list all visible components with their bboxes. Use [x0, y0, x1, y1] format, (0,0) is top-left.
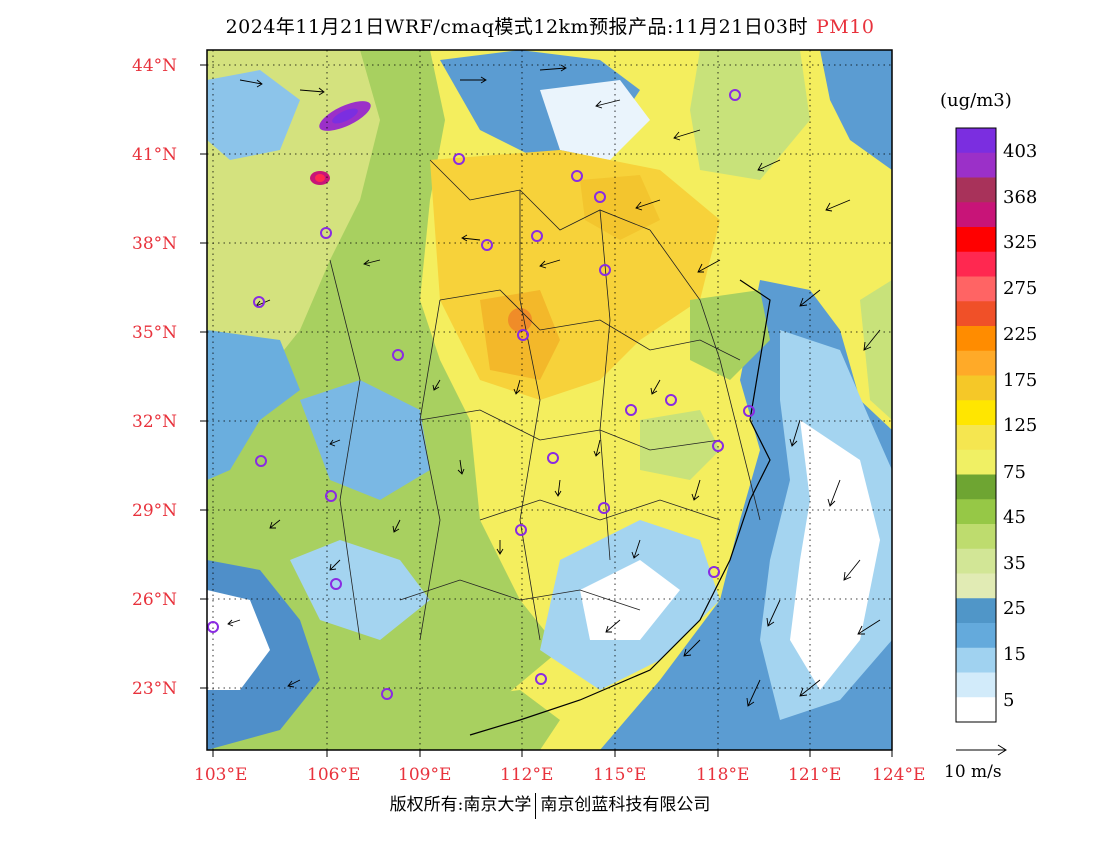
lon-label-112: 112°E	[500, 765, 554, 785]
wind-vectors	[227, 64, 881, 707]
colorbar-label: 125	[1003, 415, 1038, 436]
wind-legend-arrow	[956, 744, 1007, 756]
lat-label-29: 29°N	[132, 501, 178, 521]
colorbar	[956, 128, 996, 723]
colorbar-swatch	[956, 647, 996, 673]
colorbar-swatch	[956, 301, 996, 327]
colorbar-swatch	[956, 326, 996, 352]
axis-ticks	[200, 64, 893, 757]
copyright: 版权所有:南京大学 南京创蓝科技有限公司	[0, 790, 1100, 819]
colorbar-label: 25	[1003, 598, 1026, 619]
lat-label-23: 23°N	[132, 679, 178, 699]
colorbar-label: 175	[1003, 370, 1038, 391]
colorbar-swatch	[956, 548, 996, 574]
lon-label-115: 115°E	[593, 765, 647, 785]
lat-label-44: 44°N	[132, 56, 178, 76]
title-main: 2024年11月21日WRF/cmaq模式12km预报产品:11月21日03时	[225, 16, 808, 38]
colorbar-swatch	[956, 128, 996, 154]
lon-label-103: 103°E	[194, 765, 248, 785]
colorbar-swatch	[956, 152, 996, 178]
colorbar-label: 15	[1003, 644, 1026, 665]
lat-label-38: 38°N	[132, 234, 178, 254]
colorbar-swatch	[956, 177, 996, 203]
pollutant-label: PM10	[816, 16, 875, 38]
lat-label-41: 41°N	[132, 145, 178, 165]
colorbar-unit: (ug/m3)	[940, 90, 1012, 111]
colorbar-swatch	[956, 672, 996, 698]
colorbar-swatch	[956, 573, 996, 599]
colorbar-swatch	[956, 449, 996, 475]
colorbar-swatch	[956, 499, 996, 525]
colorbar-swatch	[956, 227, 996, 253]
copyright-separator	[535, 792, 537, 819]
colorbar-swatch	[956, 425, 996, 451]
lat-label-26: 26°N	[132, 590, 178, 610]
province-boundaries	[329, 159, 761, 641]
coastline	[469, 279, 771, 736]
copyright-right: 南京创蓝科技有限公司	[540, 795, 711, 815]
colorbar-label: 225	[1003, 324, 1038, 345]
lon-label-109: 109°E	[398, 765, 452, 785]
colorbar-swatch	[956, 350, 996, 376]
colorbar-swatch	[956, 251, 996, 277]
colorbar-swatch	[956, 474, 996, 500]
colorbar-label: 325	[1003, 232, 1038, 253]
lat-label-35: 35°N	[132, 323, 178, 343]
colorbar-swatch	[956, 524, 996, 550]
lon-label-124: 124°E	[872, 765, 926, 785]
lon-label-121: 121°E	[788, 765, 842, 785]
colorbar-label: 5	[1003, 690, 1015, 711]
colorbar-label: 75	[1003, 462, 1026, 483]
map-frame	[206, 49, 893, 751]
colorbar-frame	[955, 127, 997, 723]
copyright-left: 版权所有:南京大学	[389, 795, 532, 815]
colorbar-swatch	[956, 202, 996, 228]
pollution-field	[207, 50, 892, 750]
colorbar-label: 45	[1003, 507, 1026, 528]
colorbar-swatch	[956, 598, 996, 624]
colorbar-label: 403	[1003, 141, 1038, 162]
station-markers	[207, 89, 755, 700]
lat-label-32: 32°N	[132, 412, 178, 432]
wind-legend-label: 10 m/s	[944, 762, 1002, 782]
colorbar-label: 368	[1003, 187, 1038, 208]
colorbar-swatch	[956, 623, 996, 649]
colorbar-label: 35	[1003, 553, 1026, 574]
colorbar-swatch	[956, 697, 996, 723]
lon-label-118: 118°E	[696, 765, 750, 785]
colorbar-swatch	[956, 400, 996, 426]
colorbar-label: 275	[1003, 278, 1038, 299]
lon-label-106: 106°E	[307, 765, 361, 785]
colorbar-swatch	[956, 375, 996, 401]
colorbar-swatch	[956, 276, 996, 302]
graticule	[207, 50, 892, 750]
chart-title: 2024年11月21日WRF/cmaq模式12km预报产品:11月21日03时 P…	[0, 12, 1100, 39]
